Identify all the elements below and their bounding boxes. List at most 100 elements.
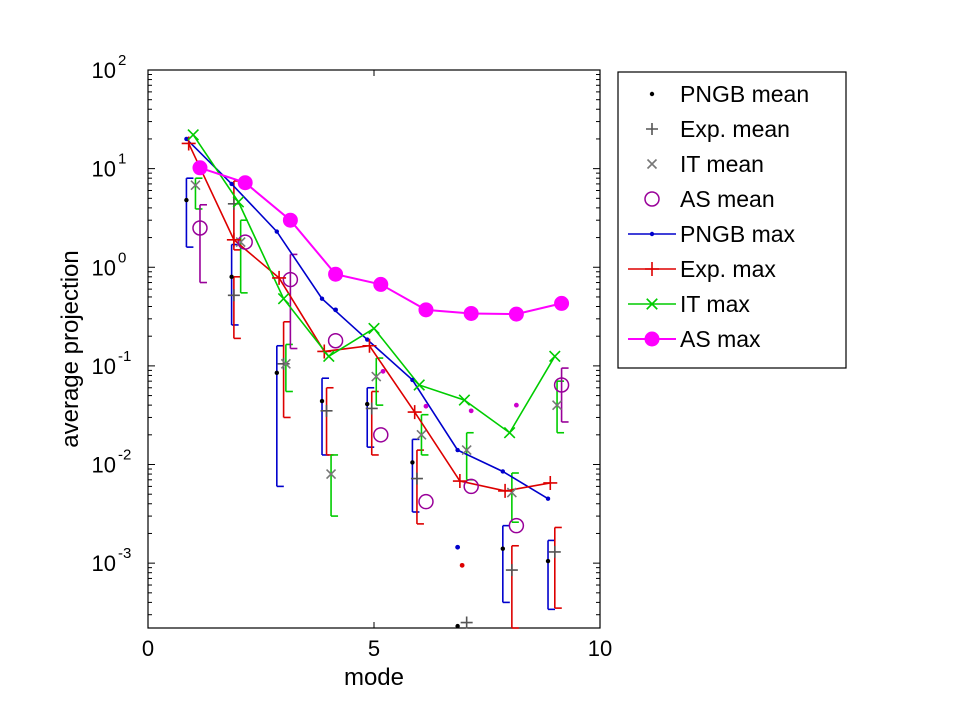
data-point <box>644 191 660 207</box>
data-point <box>365 402 378 415</box>
legend-item: Exp. mean <box>646 116 790 142</box>
legend-label: Exp. max <box>680 256 776 282</box>
data-point <box>184 136 189 142</box>
data-point <box>551 400 563 411</box>
data-point <box>327 332 344 349</box>
data-point <box>545 558 551 564</box>
data-point <box>410 472 423 485</box>
data-point <box>646 123 658 135</box>
y-tick-exponent: 1 <box>118 151 126 168</box>
extra-points <box>333 307 519 568</box>
data-point <box>452 474 467 489</box>
y-tick-label: 10 <box>92 58 116 83</box>
data-point <box>505 564 518 577</box>
data-point <box>237 175 253 191</box>
data-point <box>458 394 471 406</box>
data-point <box>192 220 208 236</box>
series-markers <box>184 197 551 629</box>
error-bars <box>194 177 565 524</box>
data-point <box>423 403 429 409</box>
legend-label: AS max <box>680 326 761 352</box>
data-point <box>373 276 389 292</box>
series-markers <box>187 129 561 439</box>
legend-label: AS mean <box>680 186 775 212</box>
data-point <box>328 266 344 282</box>
y-tick-exponent: -2 <box>118 447 131 464</box>
data-point <box>418 493 434 510</box>
data-point <box>645 262 659 276</box>
legend-label: PNGB mean <box>680 81 809 107</box>
series-line <box>199 166 562 316</box>
data-point <box>320 404 333 417</box>
data-point <box>644 331 660 347</box>
data-point <box>463 478 479 495</box>
y-tick-label: 10 <box>92 157 116 182</box>
plot-frame <box>147 69 601 629</box>
y-tick-label: 10 <box>92 453 116 478</box>
data-point <box>380 368 386 374</box>
data-point <box>282 271 299 288</box>
data-point <box>543 475 558 490</box>
data-point <box>325 469 337 480</box>
data-point <box>503 426 516 439</box>
data-point <box>365 337 370 342</box>
data-point <box>373 427 389 443</box>
data-point <box>461 445 472 456</box>
data-point <box>500 546 506 551</box>
data-point <box>227 289 240 302</box>
data-point <box>455 447 460 453</box>
data-point <box>548 545 561 558</box>
data-point <box>229 274 234 280</box>
y-axis-label: average projection <box>57 250 84 447</box>
x-tick-label: 0 <box>142 636 154 661</box>
legend-item: PNGB mean <box>649 81 809 107</box>
data-point <box>362 338 377 353</box>
legend-label: IT mean <box>680 151 764 177</box>
legend-label: IT max <box>680 291 750 317</box>
data-point <box>190 180 201 191</box>
error-bars <box>185 177 556 611</box>
data-point <box>463 305 479 321</box>
legend-item: Exp. max <box>628 256 776 282</box>
data-point <box>508 306 524 322</box>
data-point <box>184 197 189 203</box>
series-markers <box>190 180 563 498</box>
y-tick-label: 10 <box>92 551 116 576</box>
data-point <box>455 623 460 629</box>
data-point <box>274 229 280 234</box>
legend-item: IT mean <box>646 151 764 177</box>
data-point <box>319 296 325 301</box>
data-point <box>365 401 370 407</box>
data-point <box>282 212 298 228</box>
x-axis-label: mode <box>344 664 404 691</box>
data-point <box>368 322 380 335</box>
data-point <box>500 469 506 474</box>
data-point <box>229 181 234 187</box>
axes <box>147 69 601 629</box>
data-point <box>333 307 338 313</box>
data-point <box>649 231 655 237</box>
data-point <box>459 562 465 568</box>
data-point <box>506 487 517 498</box>
series-markers <box>192 220 570 534</box>
data-point <box>277 292 290 305</box>
legend-item: PNGB max <box>628 221 796 247</box>
legend-item: AS mean <box>644 186 775 212</box>
legend: PNGB mean Exp. mean IT mean AS mean PNGB max… <box>617 71 847 369</box>
data-point <box>545 496 551 501</box>
x-tick-label: 5 <box>368 636 380 661</box>
data-point <box>498 483 513 498</box>
data-point <box>646 298 658 310</box>
data-point <box>274 370 280 376</box>
x-tick-label: 10 <box>588 636 612 661</box>
data-point <box>554 295 570 311</box>
error-bars <box>233 180 562 629</box>
data-point <box>410 377 415 383</box>
y-tick-label: 10 <box>92 255 116 280</box>
data-point <box>410 460 415 465</box>
data-point <box>280 358 291 369</box>
y-tick-exponent: -1 <box>118 348 131 365</box>
data-point <box>371 371 382 382</box>
